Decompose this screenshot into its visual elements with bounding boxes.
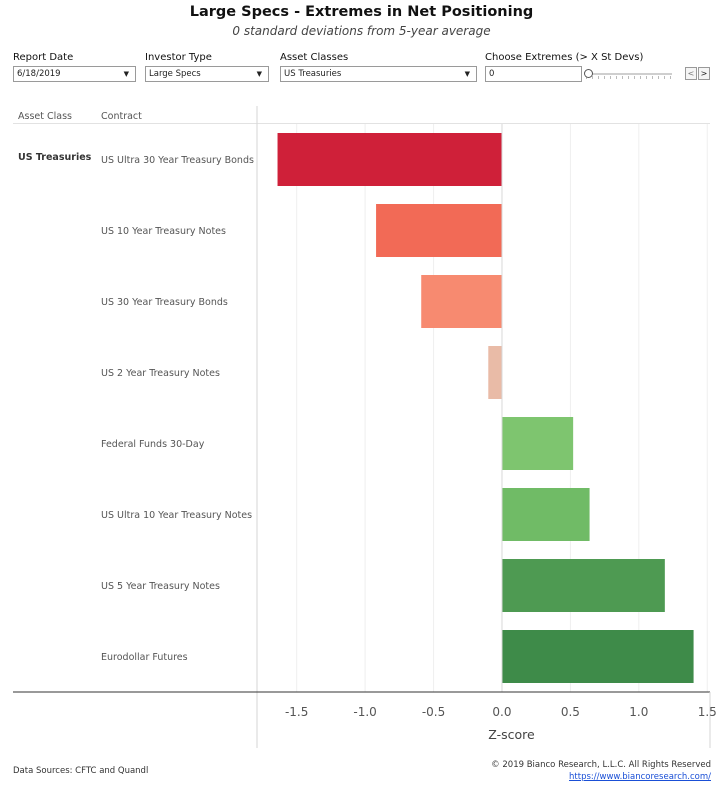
x-tick-label: 1.5 <box>698 705 717 719</box>
extremes-label: Choose Extremes (> X St Devs) <box>485 52 644 63</box>
chevron-down-icon: ▼ <box>123 70 129 78</box>
contract-label: US Ultra 10 Year Treasury Notes <box>101 510 252 521</box>
extremes-input[interactable]: 0 <box>485 66 582 82</box>
contract-column-header: Contract <box>101 111 142 122</box>
bar <box>501 630 694 683</box>
contract-label: US 2 Year Treasury Notes <box>101 368 220 379</box>
chevron-right-icon: > <box>700 69 708 78</box>
report-date-label: Report Date <box>13 52 74 63</box>
investor-type-dropdown[interactable]: Large Specs ▼ <box>145 66 269 82</box>
bianco-research-link[interactable]: https://www.biancoresearch.com/ <box>569 772 711 782</box>
investor-type-label: Investor Type <box>145 52 212 63</box>
extremes-slider-track[interactable] <box>586 73 672 75</box>
bar <box>376 204 502 257</box>
chevron-left-icon: < <box>687 69 695 78</box>
data-sources-note: Data Sources: CFTC and Quandl <box>13 766 149 776</box>
asset-classes-dropdown[interactable]: US Treasuries ▼ <box>280 66 477 82</box>
bar <box>501 559 665 612</box>
extremes-slider-handle[interactable] <box>584 69 593 78</box>
extremes-value: 0 <box>489 69 495 79</box>
copyright-text: © 2019 Bianco Research, L.L.C. All Right… <box>491 760 711 770</box>
x-tick-label: -1.0 <box>353 705 376 719</box>
x-axis-title: Z-score <box>488 727 535 742</box>
contract-label: US 30 Year Treasury Bonds <box>101 297 228 308</box>
investor-type-filter: Investor Type Large Specs ▼ <box>145 52 269 82</box>
header-divider <box>13 123 710 124</box>
extremes-slider-ticks <box>586 76 672 79</box>
contract-label: US Ultra 30 Year Treasury Bonds <box>101 155 254 166</box>
footer-credits: © 2019 Bianco Research, L.L.C. All Right… <box>491 759 711 783</box>
chart-title: Large Specs - Extremes in Net Positionin… <box>189 4 534 20</box>
x-tick-label: 0.5 <box>561 705 580 719</box>
x-tick-label: -1.5 <box>285 705 308 719</box>
bar <box>488 346 502 399</box>
asset-class-cell: US Treasuries <box>18 152 92 163</box>
chart-subtitle: 0 standard deviations from 5-year averag… <box>232 24 491 38</box>
report-date-filter: Report Date 6/18/2019 ▼ <box>13 52 136 82</box>
chevron-down-icon: ▼ <box>256 70 262 78</box>
prev-value-button[interactable]: < <box>685 67 697 80</box>
bar <box>421 275 502 328</box>
next-value-button[interactable]: > <box>698 67 710 80</box>
contract-label: Federal Funds 30-Day <box>101 439 205 450</box>
x-tick-label: 0.0 <box>492 705 511 719</box>
report-date-value: 6/18/2019 <box>17 69 61 79</box>
x-tick-label: -0.5 <box>422 705 445 719</box>
contract-label: US 5 Year Treasury Notes <box>101 581 220 592</box>
bar <box>501 488 590 541</box>
investor-type-value: Large Specs <box>149 69 201 79</box>
contract-label: US 10 Year Treasury Notes <box>101 226 226 237</box>
asset-class-column-header: Asset Class <box>18 111 72 122</box>
asset-classes-filter: Asset Classes US Treasuries ▼ <box>280 52 477 82</box>
report-date-dropdown[interactable]: 6/18/2019 ▼ <box>13 66 136 82</box>
chevron-down-icon: ▼ <box>464 70 470 78</box>
contract-label: Eurodollar Futures <box>101 652 188 663</box>
extremes-filter: Choose Extremes (> X St Devs) 0 <box>485 52 643 82</box>
bar <box>501 417 574 470</box>
asset-classes-label: Asset Classes <box>280 52 349 63</box>
asset-classes-value: US Treasuries <box>284 69 342 79</box>
bar <box>277 133 502 186</box>
x-tick-label: 1.0 <box>629 705 648 719</box>
